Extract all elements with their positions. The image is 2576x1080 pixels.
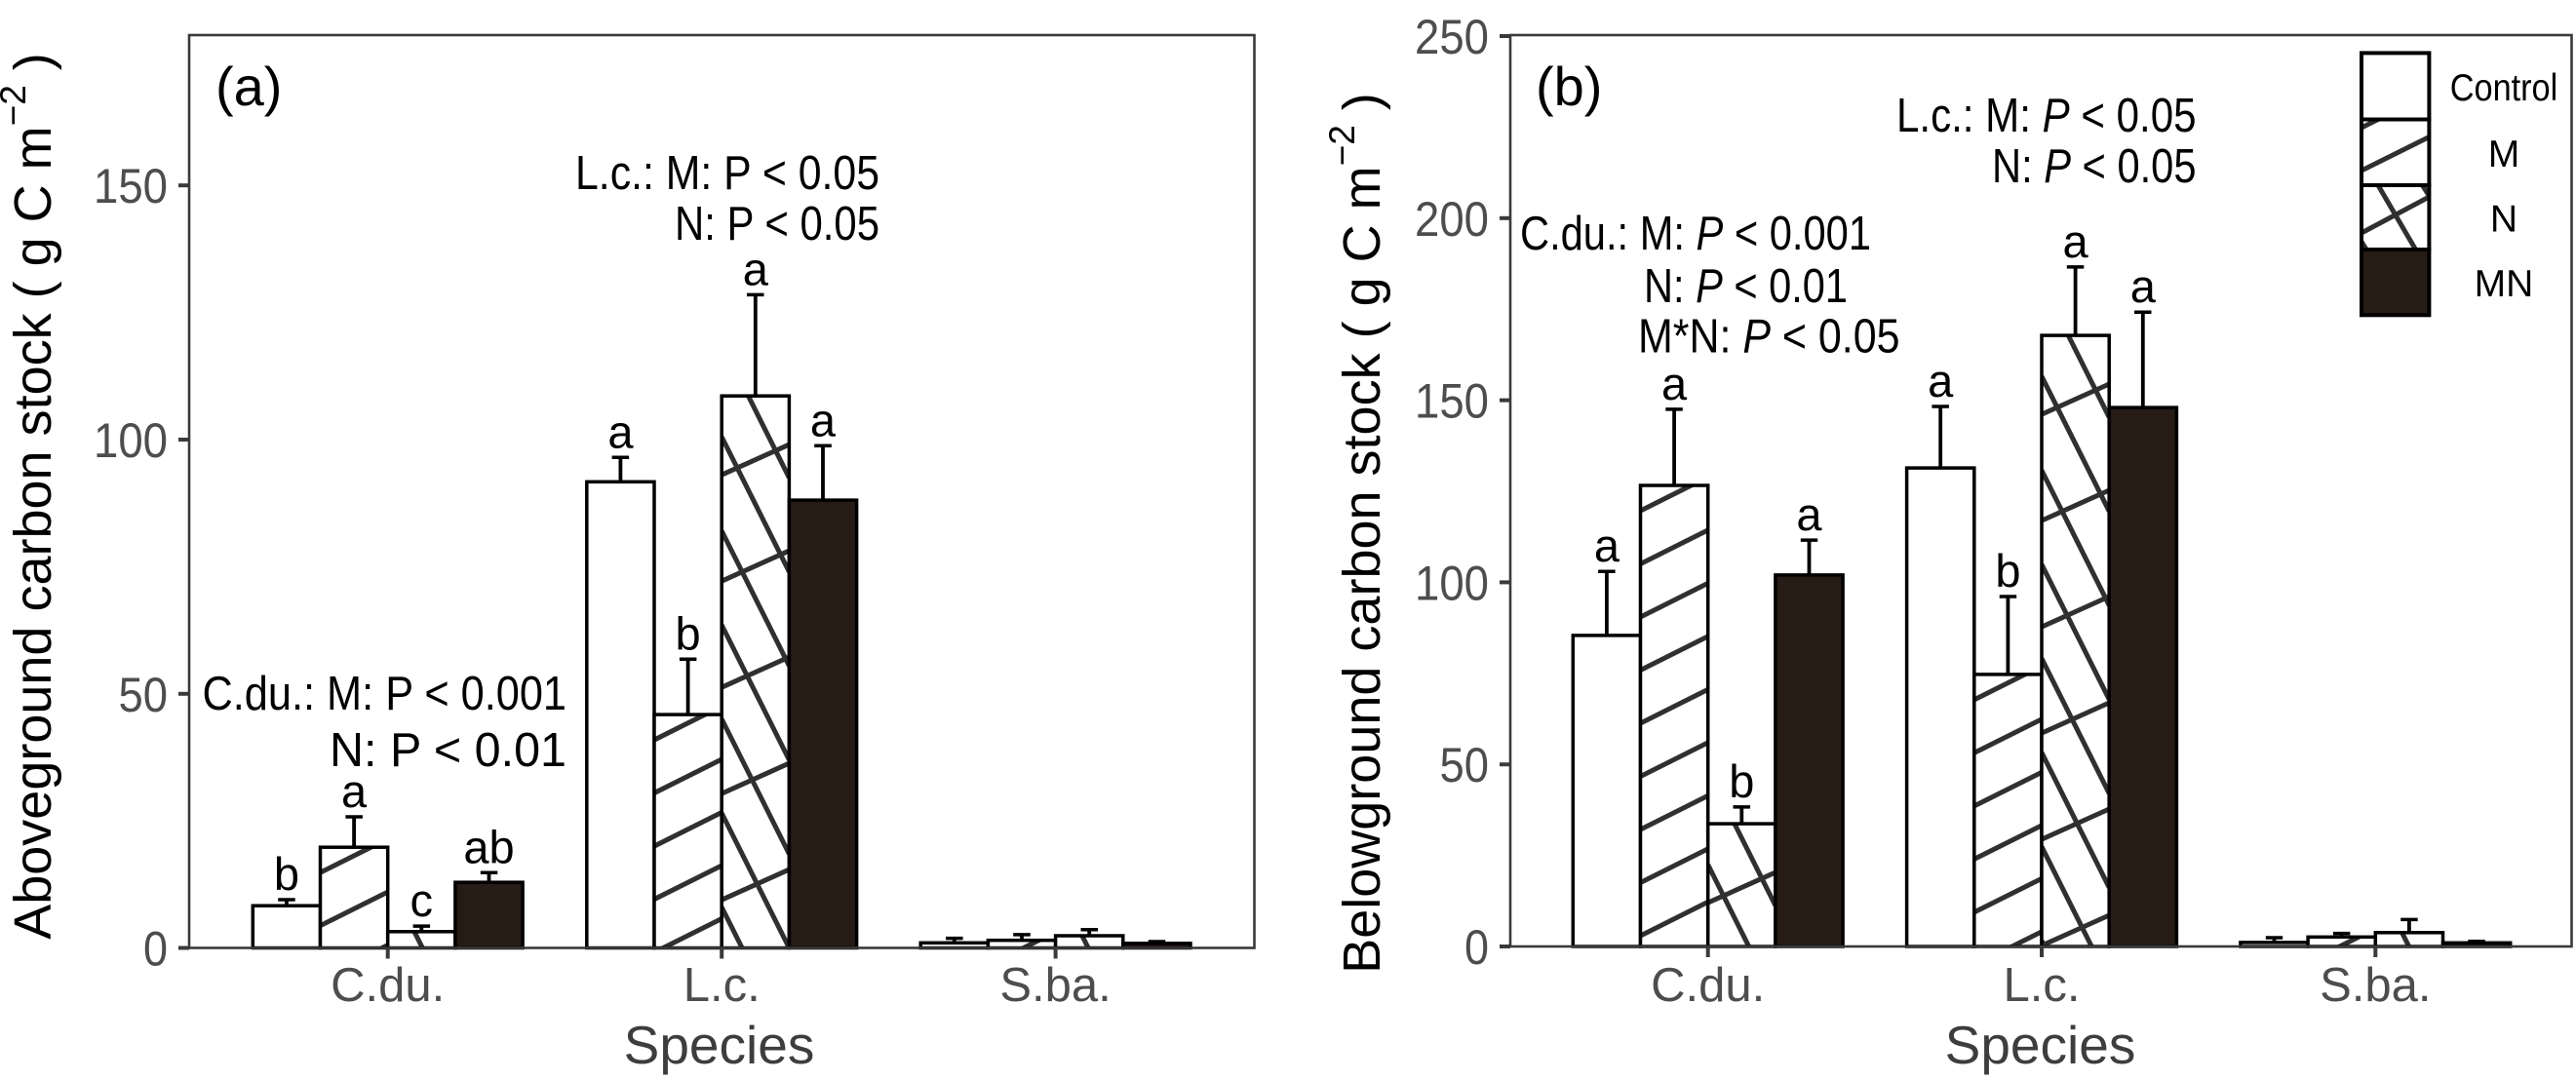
svg-text:M: M (2488, 134, 2520, 175)
svg-text:Aboveground carbon stock ( g C: Aboveground carbon stock ( g C m−2 ) (0, 53, 62, 940)
svg-text:200: 200 (1415, 192, 1489, 247)
svg-text:150: 150 (1415, 374, 1489, 429)
svg-text:N: P < 0.01: N: P < 0.01 (1644, 260, 1848, 313)
svg-text:0: 0 (1464, 920, 1489, 975)
svg-text:M*N: P < 0.05: M*N: P < 0.05 (1638, 311, 1900, 364)
svg-text:a: a (607, 405, 634, 457)
svg-text:N: N (2490, 199, 2517, 241)
svg-text:S.ba.: S.ba. (999, 959, 1111, 1012)
svg-text:N: P < 0.01: N: P < 0.01 (330, 724, 566, 777)
svg-text:b: b (1995, 545, 2020, 597)
svg-text:b: b (274, 848, 299, 900)
svg-text:MN: MN (2475, 263, 2534, 305)
svg-text:L.c.: M: P < 0.05: L.c.: M: P < 0.05 (1896, 90, 2197, 142)
svg-text:100: 100 (94, 413, 168, 468)
svg-text:S.ba.: S.ba. (2320, 959, 2431, 1012)
svg-text:b: b (1729, 755, 1754, 807)
svg-text:100: 100 (1415, 556, 1489, 610)
svg-text:a: a (1594, 520, 1620, 571)
svg-text:150: 150 (94, 159, 168, 213)
svg-text:250: 250 (1415, 10, 1489, 64)
svg-text:Control: Control (2450, 67, 2558, 109)
svg-text:N: P < 0.05: N: P < 0.05 (1992, 140, 2197, 193)
svg-text:a: a (743, 243, 769, 294)
svg-text:Species: Species (1945, 1015, 2136, 1075)
svg-text:L.c.: L.c. (2004, 959, 2081, 1012)
svg-text:C.du.: C.du. (331, 959, 445, 1012)
svg-text:0: 0 (143, 922, 168, 977)
svg-text:a: a (341, 765, 368, 817)
svg-text:a: a (1796, 488, 1822, 540)
svg-text:a: a (2063, 215, 2089, 267)
svg-text:C.du.: C.du. (1651, 959, 1765, 1012)
svg-text:a: a (2130, 260, 2157, 312)
svg-text:L.c.: M: P < 0.05: L.c.: M: P < 0.05 (575, 147, 879, 200)
svg-text:C.du.: M: P < 0.001: C.du.: M: P < 0.001 (1520, 208, 1871, 260)
svg-text:b: b (676, 607, 701, 659)
svg-text:a: a (1928, 355, 1954, 406)
svg-text:ab: ab (463, 821, 514, 872)
svg-text:a: a (1661, 358, 1688, 409)
svg-text:50: 50 (119, 668, 169, 722)
svg-text:Belowground carbon stock ( g C: Belowground carbon stock ( g C m−2 ) (1322, 93, 1391, 974)
svg-text:a: a (810, 394, 837, 445)
svg-text:(b): (b) (1536, 56, 1602, 117)
svg-text:c: c (410, 874, 434, 926)
svg-text:50: 50 (1440, 738, 1490, 792)
svg-text:Species: Species (624, 1015, 815, 1075)
svg-text:(a): (a) (215, 56, 282, 117)
svg-text:C.du.: M: P < 0.001: C.du.: M: P < 0.001 (203, 668, 567, 720)
svg-text:N: P < 0.05: N: P < 0.05 (675, 198, 879, 251)
svg-text:L.c.: L.c. (683, 959, 761, 1012)
